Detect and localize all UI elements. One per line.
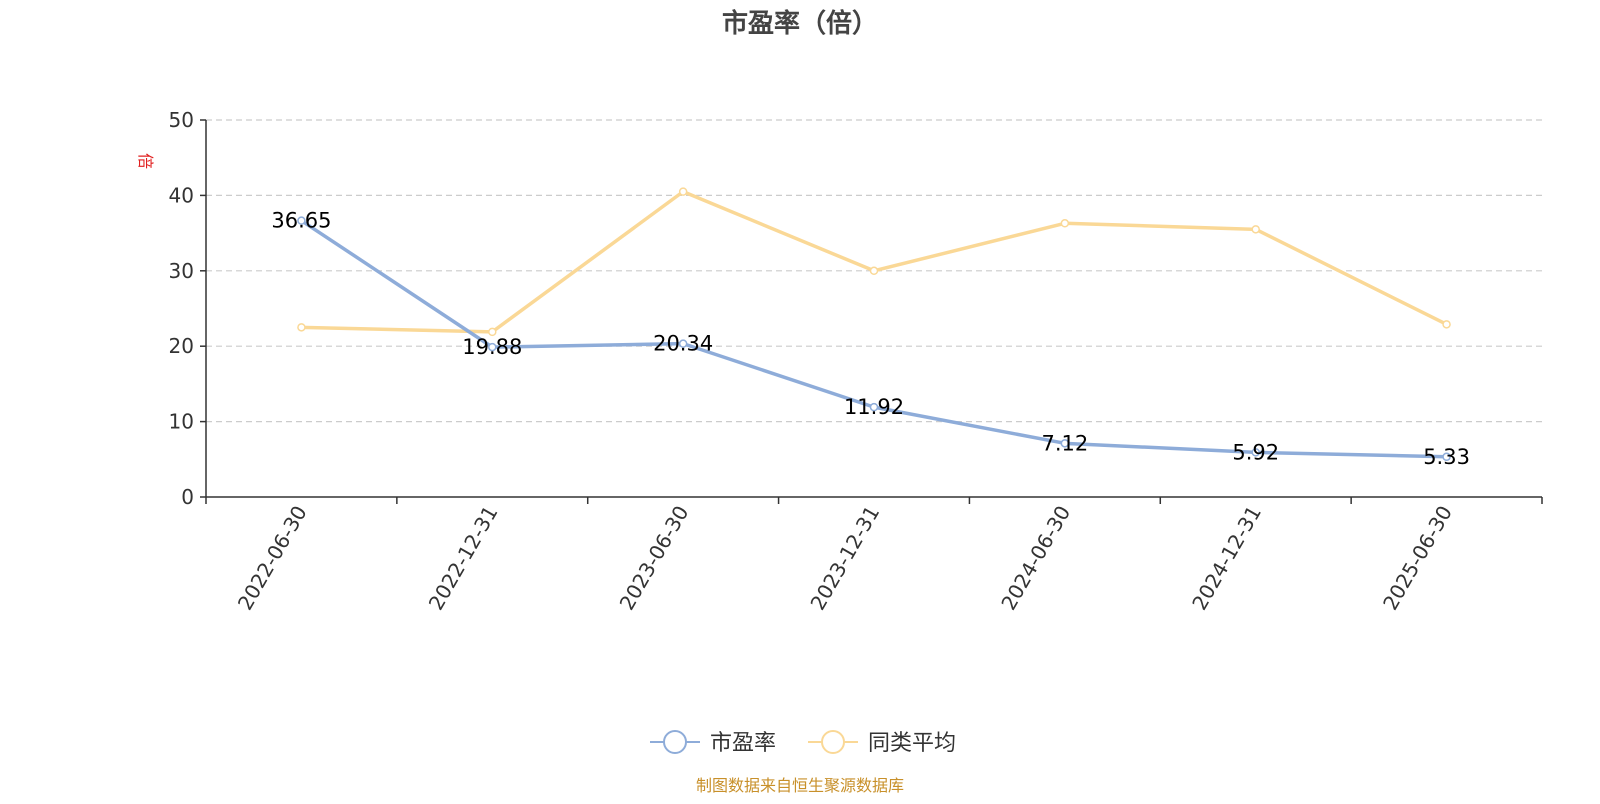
data-point xyxy=(869,266,879,276)
x-tick-label: 2025-06-30 xyxy=(1378,502,1457,615)
chart-title: 市盈率（倍） xyxy=(722,8,878,39)
axes: 0 10 20 30 40 50 2022-06-30 2022-12-31 2023-06-3… xyxy=(169,108,1543,615)
data-label: 11.92 xyxy=(844,395,904,419)
source-note: 制图数据来自恒生聚源数据库 xyxy=(696,776,904,795)
data-point xyxy=(1442,320,1451,329)
y-tick-label: 30 xyxy=(169,259,194,283)
legend-label: 市盈率 xyxy=(710,731,776,756)
series-line xyxy=(301,189,1448,334)
data-point xyxy=(488,342,497,352)
data-point xyxy=(1442,452,1451,462)
data-point xyxy=(1251,225,1260,234)
legend-marker xyxy=(821,730,845,754)
legend-marker xyxy=(663,730,687,754)
data-point xyxy=(1060,439,1070,448)
data-point xyxy=(678,339,688,348)
x-tick-label: 2023-12-31 xyxy=(805,502,884,615)
data-point xyxy=(297,216,306,225)
data-point xyxy=(1251,448,1260,457)
x-tick-label: 2022-12-31 xyxy=(424,502,503,615)
data-point xyxy=(678,187,688,196)
y-tick-label: 50 xyxy=(169,108,194,132)
data-label: 5.92 xyxy=(1232,440,1279,464)
y-tick-label: 40 xyxy=(169,183,194,207)
y-tick-label: 10 xyxy=(169,410,194,434)
data-label: 7.12 xyxy=(1041,431,1088,455)
series-layer xyxy=(297,187,1451,462)
data-label: 5.33 xyxy=(1423,445,1470,469)
x-tick-label: 2024-06-30 xyxy=(996,502,1075,615)
y-tick-label: 0 xyxy=(181,485,194,509)
data-label: 20.34 xyxy=(653,332,713,356)
data-label: 36.65 xyxy=(271,209,331,233)
legend: 市盈率 同类平均 xyxy=(650,730,956,756)
y-tick-label: 20 xyxy=(169,334,194,358)
y-axis-label: 倍 xyxy=(136,153,155,169)
x-tick-label: 2022-06-30 xyxy=(233,502,312,615)
x-tick-label: 2023-06-30 xyxy=(615,502,694,615)
data-point xyxy=(488,327,497,337)
x-tick-label: 2024-12-31 xyxy=(1187,502,1266,615)
data-label: 19.88 xyxy=(462,335,522,359)
data-point xyxy=(1060,219,1070,228)
legend-label: 同类平均 xyxy=(868,731,956,756)
data-point xyxy=(297,323,306,332)
data-labels: 36.65 19.88 20.34 11.92 7.12 5.92 5.33 xyxy=(271,209,1470,469)
data-point xyxy=(869,402,879,412)
grid-lines xyxy=(206,119,1542,423)
